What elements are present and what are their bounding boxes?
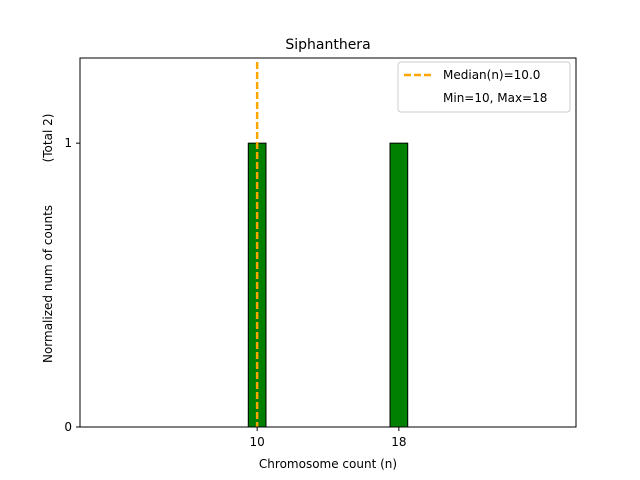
x-tick-label-10: 10 bbox=[250, 435, 265, 449]
y-tick-label-1: 1 bbox=[64, 136, 72, 150]
y-ticks: 01 bbox=[64, 136, 80, 434]
legend-median-label: Median(n)=10.0 bbox=[443, 68, 540, 82]
chart-title: Siphanthera bbox=[285, 37, 370, 53]
bars-group bbox=[247, 142, 409, 428]
legend-box bbox=[397, 61, 571, 113]
y-axis-label: Normalized num of counts bbox=[41, 205, 55, 363]
y-tick-label-0: 0 bbox=[64, 420, 72, 434]
y-axis-total-note: (Total 2) bbox=[41, 114, 55, 163]
bar-18 bbox=[389, 142, 409, 428]
plot-frame bbox=[79, 57, 577, 428]
x-axis-label: Chromosome count (n) bbox=[259, 457, 397, 471]
legend: Median(n)=10.0 Min=10, Max=18 bbox=[397, 61, 571, 113]
legend-minmax-label: Min=10, Max=18 bbox=[443, 91, 547, 105]
x-ticks: 10 18 bbox=[250, 427, 406, 449]
x-tick-label-18: 18 bbox=[391, 435, 406, 449]
